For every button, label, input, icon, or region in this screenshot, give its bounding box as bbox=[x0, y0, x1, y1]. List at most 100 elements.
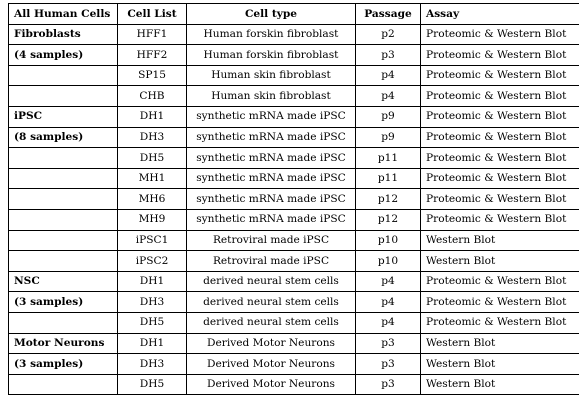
cell-sample-table-container: All Human Cells Cell List Cell type Pass… bbox=[8, 3, 579, 396]
cell-type-cell: Human forskin fibroblast bbox=[186, 44, 356, 66]
group-cell bbox=[8, 311, 118, 334]
assay-cell: Proteomic & Western Blot bbox=[420, 208, 579, 231]
table-row: Motor Neurons DH1 Derived Motor Neurons p3 W… bbox=[8, 332, 579, 355]
passage-cell: p10 bbox=[355, 250, 421, 272]
cell-type-cell: Human skin fibroblast bbox=[186, 85, 356, 107]
table-row: MH1 synthetic mRNA made iPSC p11 Proteomic … bbox=[8, 167, 579, 190]
passage-cell: p9 bbox=[355, 126, 421, 149]
group-cell: Fibroblasts bbox=[8, 23, 118, 46]
group-cell: (4 samples) bbox=[8, 44, 118, 66]
table-row: CHB Human skin fibroblast p4 Proteomic & We… bbox=[8, 85, 579, 107]
cell-list-cell: DH5 bbox=[117, 373, 187, 396]
header-cell-list: Cell List bbox=[117, 3, 187, 25]
cell-type-cell: Retroviral made iPSC bbox=[186, 250, 356, 272]
table-row: NSC DH1 derived neural stem cells p4 Proteom… bbox=[8, 270, 579, 293]
assay-cell: Western Blot bbox=[420, 250, 579, 272]
header-cell-type: Cell type bbox=[186, 3, 356, 25]
passage-cell: p3 bbox=[355, 353, 421, 375]
cell-list-cell: DH1 bbox=[117, 332, 187, 355]
cell-list-cell: HFF1 bbox=[117, 23, 187, 46]
group-cell bbox=[8, 250, 118, 272]
cell-type-cell: derived neural stem cells bbox=[186, 270, 356, 293]
assay-cell: Western Blot bbox=[420, 353, 579, 375]
cell-type-cell: Retroviral made iPSC bbox=[186, 229, 356, 252]
cell-list-cell: MH1 bbox=[117, 167, 187, 190]
passage-cell: p3 bbox=[355, 332, 421, 355]
group-cell bbox=[8, 373, 118, 396]
cell-type-cell: synthetic mRNA made iPSC bbox=[186, 126, 356, 149]
table-row: DH5 Derived Motor Neurons p3 Western Blot bbox=[8, 373, 579, 396]
cell-list-cell: DH3 bbox=[117, 126, 187, 149]
group-cell bbox=[8, 85, 118, 107]
group-cell bbox=[8, 229, 118, 252]
header-passage: Passage bbox=[355, 3, 421, 25]
table-row: DH5 derived neural stem cells p4 Proteomic … bbox=[8, 311, 579, 334]
header-assay: Assay bbox=[420, 3, 579, 25]
assay-cell: Proteomic & Western Blot bbox=[420, 23, 579, 46]
passage-cell: p12 bbox=[355, 208, 421, 231]
assay-cell: Proteomic & Western Blot bbox=[420, 167, 579, 190]
cell-list-cell: iPSC2 bbox=[117, 250, 187, 272]
passage-cell: p3 bbox=[355, 373, 421, 396]
cell-list-cell: MH6 bbox=[117, 188, 187, 210]
table-row: (4 samples) HFF2 Human forskin fibroblast p… bbox=[8, 44, 579, 66]
passage-cell: p12 bbox=[355, 188, 421, 210]
passage-cell: p3 bbox=[355, 44, 421, 66]
group-cell: Motor Neurons bbox=[8, 332, 118, 355]
cell-type-cell: synthetic mRNA made iPSC bbox=[186, 208, 356, 231]
cell-type-cell: derived neural stem cells bbox=[186, 291, 356, 313]
passage-cell: p10 bbox=[355, 229, 421, 252]
assay-cell: Western Blot bbox=[420, 229, 579, 252]
passage-cell: p11 bbox=[355, 147, 421, 169]
cell-list-cell: DH3 bbox=[117, 353, 187, 375]
cell-list-cell: iPSC1 bbox=[117, 229, 187, 252]
cell-list-cell: HFF2 bbox=[117, 44, 187, 66]
passage-cell: p4 bbox=[355, 291, 421, 313]
group-cell bbox=[8, 167, 118, 190]
header-all-human-cells: All Human Cells bbox=[8, 3, 118, 25]
assay-cell: Western Blot bbox=[420, 332, 579, 355]
cell-list-cell: MH9 bbox=[117, 208, 187, 231]
table-row: iPSC DH1 synthetic mRNA made iPSC p9 Proteom… bbox=[8, 105, 579, 128]
cell-type-cell: synthetic mRNA made iPSC bbox=[186, 105, 356, 128]
cell-type-cell: synthetic mRNA made iPSC bbox=[186, 147, 356, 169]
cell-type-cell: Derived Motor Neurons bbox=[186, 353, 356, 375]
cell-type-cell: synthetic mRNA made iPSC bbox=[186, 188, 356, 210]
table-body: Fibroblasts HFF1 Human forskin fibroblast p… bbox=[8, 23, 579, 396]
table-row: iPSC1 Retroviral made iPSC p10 Western Blot bbox=[8, 229, 579, 252]
table-row: MH9 synthetic mRNA made iPSC p12 Proteomic … bbox=[8, 208, 579, 231]
passage-cell: p4 bbox=[355, 85, 421, 107]
group-cell bbox=[8, 208, 118, 231]
group-cell: NSC bbox=[8, 270, 118, 293]
passage-cell: p4 bbox=[355, 311, 421, 334]
table-row: (3 samples) DH3 derived neural stem cells p… bbox=[8, 291, 579, 313]
group-cell bbox=[8, 64, 118, 87]
table-row: Fibroblasts HFF1 Human forskin fibroblast p… bbox=[8, 23, 579, 46]
assay-cell: Proteomic & Western Blot bbox=[420, 147, 579, 169]
assay-cell: Western Blot bbox=[420, 373, 579, 396]
assay-cell: Proteomic & Western Blot bbox=[420, 270, 579, 293]
table-row: DH5 synthetic mRNA made iPSC p11 Proteomic … bbox=[8, 147, 579, 169]
cell-list-cell: CHB bbox=[117, 85, 187, 107]
assay-cell: Proteomic & Western Blot bbox=[420, 64, 579, 87]
group-cell: (3 samples) bbox=[8, 353, 118, 375]
group-cell: (3 samples) bbox=[8, 291, 118, 313]
assay-cell: Proteomic & Western Blot bbox=[420, 85, 579, 107]
passage-cell: p4 bbox=[355, 64, 421, 87]
assay-cell: Proteomic & Western Blot bbox=[420, 105, 579, 128]
cell-sample-table: All Human Cells Cell List Cell type Pass… bbox=[8, 3, 579, 396]
cell-list-cell: SP15 bbox=[117, 64, 187, 87]
group-cell bbox=[8, 147, 118, 169]
cell-type-cell: Human forskin fibroblast bbox=[186, 23, 356, 46]
cell-type-cell: Human skin fibroblast bbox=[186, 64, 356, 87]
assay-cell: Proteomic & Western Blot bbox=[420, 44, 579, 66]
table-row: (8 samples) DH3 synthetic mRNA made iPSC p9… bbox=[8, 126, 579, 149]
cell-list-cell: DH1 bbox=[117, 105, 187, 128]
cell-list-cell: DH5 bbox=[117, 311, 187, 334]
cell-list-cell: DH1 bbox=[117, 270, 187, 293]
table-row: iPSC2 Retroviral made iPSC p10 Western Blot bbox=[8, 250, 579, 272]
cell-type-cell: synthetic mRNA made iPSC bbox=[186, 167, 356, 190]
table-row: SP15 Human skin fibroblast p4 Proteomic & W… bbox=[8, 64, 579, 87]
group-cell: (8 samples) bbox=[8, 126, 118, 149]
assay-cell: Proteomic & Western Blot bbox=[420, 291, 579, 313]
